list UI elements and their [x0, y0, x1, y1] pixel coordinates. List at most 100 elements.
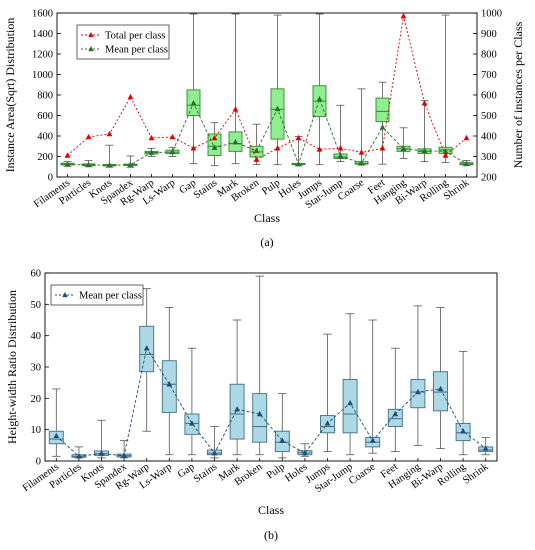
y-right-tick-label: 600 [481, 91, 497, 102]
total-per-class-marker [190, 145, 197, 151]
y-tick-label: 60 [31, 269, 42, 280]
mean-per-class-marker [189, 420, 195, 426]
mean-per-class-marker [98, 450, 105, 456]
total-per-class-marker [169, 133, 176, 140]
legend-box [76, 24, 170, 60]
legend-label: Mean per class [79, 291, 142, 302]
total-per-class-marker [442, 152, 449, 158]
legend-marker [88, 46, 94, 52]
y-right-tick-label: 900 [481, 29, 497, 40]
mean-per-class-marker [148, 149, 155, 155]
y-tick-label: 200 [37, 152, 53, 163]
mean-per-class-marker [358, 159, 365, 166]
y-tick-label: 50 [31, 300, 42, 311]
x-axis-label: Class [254, 211, 280, 225]
y-right-tick-label: 200 [481, 173, 497, 184]
total-per-class-marker [358, 149, 365, 155]
mean-per-class-marker [302, 449, 308, 456]
mean-per-class-marker [295, 160, 302, 167]
y-tick-label: 1600 [32, 9, 53, 20]
y-axis-label: Instance Area(Sqrt) Distribution [3, 18, 17, 173]
y-tick-label: 1000 [32, 70, 53, 81]
box [252, 393, 268, 443]
mean-per-class-line [55, 347, 486, 457]
total-per-class-marker [211, 134, 218, 141]
mean-per-class-marker [85, 161, 92, 168]
mean-per-class-marker [211, 144, 218, 151]
total-per-class-marker [127, 93, 134, 100]
x-tick-label: Coarse [347, 461, 377, 487]
y-tick-label: 0 [36, 457, 41, 468]
mean-per-class-marker [106, 162, 113, 168]
total-per-class-marker [253, 156, 260, 162]
mean-per-class-marker [392, 410, 399, 417]
y-tick-label: 10 [31, 425, 42, 436]
mean-per-class-marker [415, 388, 421, 395]
mean-per-class-marker [143, 345, 150, 351]
x-tick-label: Stains [192, 461, 219, 485]
legend-label: Mean per class [105, 45, 168, 56]
total-per-class-marker [106, 130, 113, 137]
mean-per-class-marker [121, 452, 127, 458]
total-per-class-marker [64, 152, 71, 158]
mean-per-class-marker [347, 399, 353, 406]
chart-panel-a: 0 200 400 600 800 1000 1200 1400 1600 200 300 400 50… [3, 9, 525, 250]
y-tick-label: 1200 [32, 50, 53, 61]
mean-per-class-marker [324, 420, 331, 426]
total-per-class-marker [463, 134, 470, 141]
mean-per-class-marker [279, 437, 286, 443]
total-per-class-marker [232, 106, 239, 112]
mean-per-class-marker [369, 437, 376, 443]
box [161, 360, 177, 413]
x-tick-label: Shrink [442, 177, 472, 203]
total-per-class-marker [379, 145, 386, 151]
total-per-class-marker [148, 134, 155, 141]
total-per-class-marker [421, 100, 428, 106]
total-per-class-marker [85, 133, 92, 140]
mean-per-class-marker [256, 410, 263, 417]
y-right-tick-label: 700 [481, 70, 497, 81]
mean-per-class-marker [274, 105, 281, 112]
legend-label: Total per class [105, 31, 166, 42]
total-per-class-marker [295, 134, 302, 141]
y-tick-label: 30 [31, 363, 42, 374]
mean-per-class-marker [234, 406, 240, 412]
total-per-class-marker [400, 12, 407, 19]
x-tick-label: Stains [192, 177, 219, 201]
y-tick-label: 40 [31, 331, 42, 342]
mean-per-class-marker [460, 428, 466, 434]
mean-per-class-line [67, 97, 467, 166]
x-tick-label: Shrink [461, 461, 491, 487]
y-right-tick-label: 500 [481, 111, 497, 122]
y-right-tick-label: 400 [481, 132, 497, 143]
y-right-tick-label: 300 [481, 152, 497, 163]
mean-per-class-marker [190, 100, 197, 106]
mean-per-class-marker [379, 124, 386, 130]
y-right-tick-label: 1000 [481, 9, 502, 20]
box [387, 408, 403, 427]
y-tick-label: 20 [31, 394, 42, 405]
total-per-class-marker [337, 145, 344, 151]
total-per-class-marker [274, 145, 281, 151]
panel-label: (a) [260, 235, 273, 249]
y-right-tick-label: 800 [481, 50, 497, 61]
mean-per-class-marker [232, 138, 239, 145]
mean-per-class-marker [437, 385, 444, 392]
legend-box [50, 284, 144, 306]
panel-label: (b) [264, 528, 278, 542]
box [433, 371, 448, 412]
mean-per-class-marker [482, 445, 489, 451]
mean-per-class-marker [169, 148, 176, 155]
mean-per-class-marker [166, 381, 173, 387]
x-axis-label: Class [258, 503, 284, 517]
y-tick-label: 800 [37, 91, 53, 102]
mean-per-class-marker [463, 160, 470, 167]
y-tick-label: 1400 [32, 29, 53, 40]
mean-per-class-marker [76, 453, 82, 459]
legend-marker [88, 32, 94, 38]
chart-panel-b: 0102030405060FilamentsParticlesKnotsSpan… [5, 269, 498, 542]
box [270, 88, 285, 140]
x-tick-label: Holes [283, 461, 309, 484]
mean-per-class-marker [127, 161, 134, 168]
